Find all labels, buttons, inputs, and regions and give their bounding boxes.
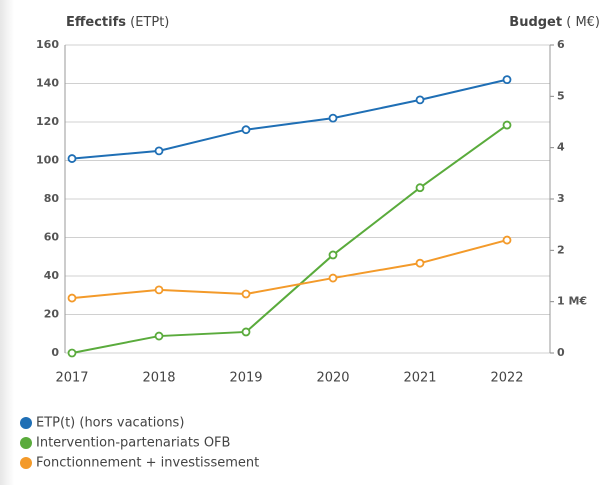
series-line xyxy=(71,78,508,160)
data-point xyxy=(502,120,512,130)
y-tick-label: 160 xyxy=(36,38,59,51)
y2-tick-label: 2 xyxy=(557,243,565,256)
x-tick-label: 2017 xyxy=(55,371,88,386)
data-point xyxy=(502,75,512,85)
data-point xyxy=(415,183,425,193)
y-tick-label: 40 xyxy=(44,269,60,282)
legend-label: Intervention-partenariats OFB xyxy=(36,436,230,451)
data-point xyxy=(67,154,77,163)
y-tick-label: 80 xyxy=(44,192,60,205)
y2-axis-title: Budget ( M€) xyxy=(509,15,600,30)
data-point xyxy=(415,258,425,268)
y2-tick-label: 6 xyxy=(557,38,565,51)
data-point xyxy=(154,146,164,156)
x-tick-label: 2018 xyxy=(142,371,175,386)
data-point xyxy=(154,285,164,295)
y-tick-label: 20 xyxy=(44,308,60,321)
data-point xyxy=(328,250,338,260)
y2-tick-label: 4 xyxy=(557,141,565,154)
data-point xyxy=(241,289,251,299)
data-point xyxy=(415,95,425,105)
y-tick-label: 120 xyxy=(36,115,59,128)
y2-tick-label: 5 xyxy=(557,89,565,102)
x-tick-label: 2021 xyxy=(403,371,436,386)
data-point xyxy=(502,235,512,245)
legend-swatch xyxy=(20,457,32,469)
legend-swatch xyxy=(20,437,32,449)
data-point xyxy=(67,293,77,303)
legend-label: ETP(t) (hors vacations) xyxy=(36,416,184,431)
series-line xyxy=(71,124,508,354)
legend-label: Fonctionnement + investissement xyxy=(36,456,259,471)
data-point xyxy=(241,125,251,135)
y2-tick-label: 3 xyxy=(557,192,565,205)
y-tick-label: 60 xyxy=(44,231,60,244)
y2-tick-label: 0 xyxy=(557,346,565,359)
x-tick-label: 2019 xyxy=(229,371,262,386)
data-point xyxy=(328,273,338,283)
y2-tick-label: 1 M€ xyxy=(557,295,587,308)
legend-swatch xyxy=(20,417,32,429)
y-tick-label: 100 xyxy=(36,154,59,167)
data-point xyxy=(67,348,77,358)
data-point xyxy=(154,331,164,341)
x-tick-label: 2020 xyxy=(316,371,349,386)
series-line xyxy=(71,239,508,300)
data-point xyxy=(328,113,338,123)
y-tick-label: 140 xyxy=(36,77,59,90)
side-shade xyxy=(0,0,14,485)
x-tick-label: 2022 xyxy=(490,371,523,386)
y-axis-title: Effectifs (ETPt) xyxy=(66,15,169,30)
y-tick-label: 0 xyxy=(51,346,59,359)
data-point xyxy=(241,327,251,337)
